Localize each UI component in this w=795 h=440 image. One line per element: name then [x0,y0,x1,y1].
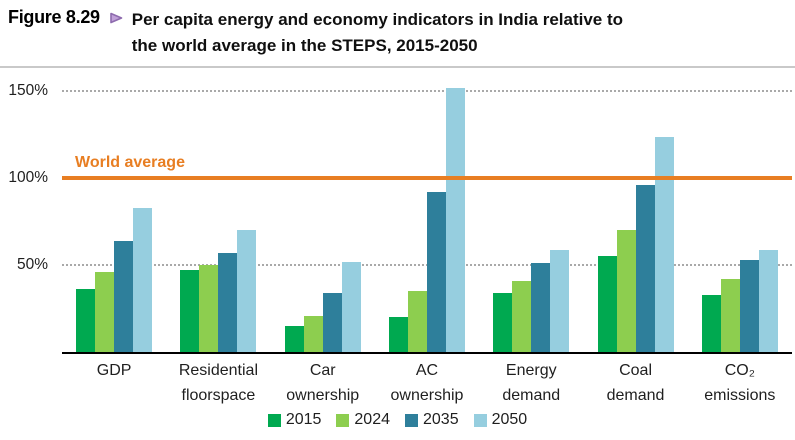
bar-2035-co-emissions [739,259,759,352]
world-average-label: World average [75,154,185,172]
bar-2035-gdp [114,240,134,352]
figure-title-line1: Per capita energy and economy indicators… [131,10,624,29]
x-axis: GDP Residential floorspace Car ownership AC ow… [62,358,792,408]
figure-arrow-icon [109,11,123,30]
bar-2015-car-ownership [284,325,304,352]
bar-2035-residential-floorspace [218,253,238,352]
legend-label-2024: 2024 [354,411,390,428]
legend-item-2050: 2050 [473,411,528,429]
bar-2024-energy-demand [512,280,532,352]
y-tick-label-50: 50% [16,256,48,274]
x-label-ac-ownership: AC ownership [390,362,464,404]
plot-area: World average [62,74,792,354]
world-average-line [62,176,792,181]
figure-number: Figure 8.29 [8,7,100,27]
bar-2024-co-emissions [720,279,740,352]
bar-2015-energy-demand [493,292,513,352]
x-label-energy-demand: Energy demand [502,362,561,404]
legend-label-2050: 2050 [491,411,528,428]
bar-2015-co-emissions [701,294,721,352]
bar-group-residential-floorspace [166,74,270,352]
bar-2035-ac-ownership [426,192,446,352]
legend-item-2015: 2015 [267,411,322,429]
gridline-150 [62,90,792,93]
bar-group-ac-ownership [375,74,479,352]
legend-label-2015: 2015 [285,411,322,428]
bar-2024-gdp [95,272,115,352]
bar-2024-coal-demand [616,230,636,352]
bar-group-car-ownership [271,74,375,352]
bar-chart: World average 50% 100% 150% GDP Residential… [0,67,795,440]
x-label-gdp: GDP [96,362,132,379]
bar-2024-car-ownership [303,315,323,352]
x-label-co-emissions: CO₂ emissions [704,362,776,404]
legend-swatch-2024 [336,413,350,427]
legend: 2015 2024 2035 2050 [0,411,795,429]
bar-2015-gdp [76,289,96,352]
bar-2050-residential-floorspace [237,230,257,352]
figure-title-line2: the world average in the STEPS, 2015-205… [131,36,478,55]
y-tick-label-150: 150% [8,82,48,100]
bar-group-co-emissions [688,74,792,352]
bar-2050-gdp [133,207,153,352]
bar-2015-coal-demand [597,256,617,352]
legend-swatch-2035 [405,413,418,427]
bar-2015-ac-ownership [388,317,408,352]
x-label-residential-floorspace: Residential floorspace [178,362,258,404]
bar-group-gdp [62,74,166,352]
bar-2050-coal-demand [654,136,674,352]
bar-2050-energy-demand [550,249,570,352]
legend-label-2035: 2035 [423,411,459,428]
bar-2035-energy-demand [531,263,551,352]
figure-header: Figure 8.29 Per capita energy and econom… [0,0,795,59]
figure-title: Per capita energy and economy indicators… [132,7,623,59]
bar-2050-ac-ownership [445,87,465,352]
bar-2035-car-ownership [322,292,342,352]
legend-swatch-2015 [267,413,281,427]
bar-group-energy-demand [479,74,583,352]
y-tick-label-100: 100% [8,169,48,187]
bar-2050-car-ownership [341,261,361,352]
bar-2024-ac-ownership [407,291,427,352]
bar-2050-co-emissions [758,249,778,352]
bar-2035-coal-demand [635,185,655,352]
bar-group-coal-demand [583,74,687,352]
bar-groups [62,74,792,352]
header-divider [0,66,795,68]
bar-2024-residential-floorspace [199,265,219,352]
x-label-coal-demand: Coal demand [606,362,665,404]
legend-item-2024: 2024 [336,411,390,429]
x-label-car-ownership: Car ownership [286,362,360,404]
legend-swatch-2050 [473,413,487,427]
legend-item-2035: 2035 [405,411,459,429]
bar-2015-residential-floorspace [180,270,200,352]
